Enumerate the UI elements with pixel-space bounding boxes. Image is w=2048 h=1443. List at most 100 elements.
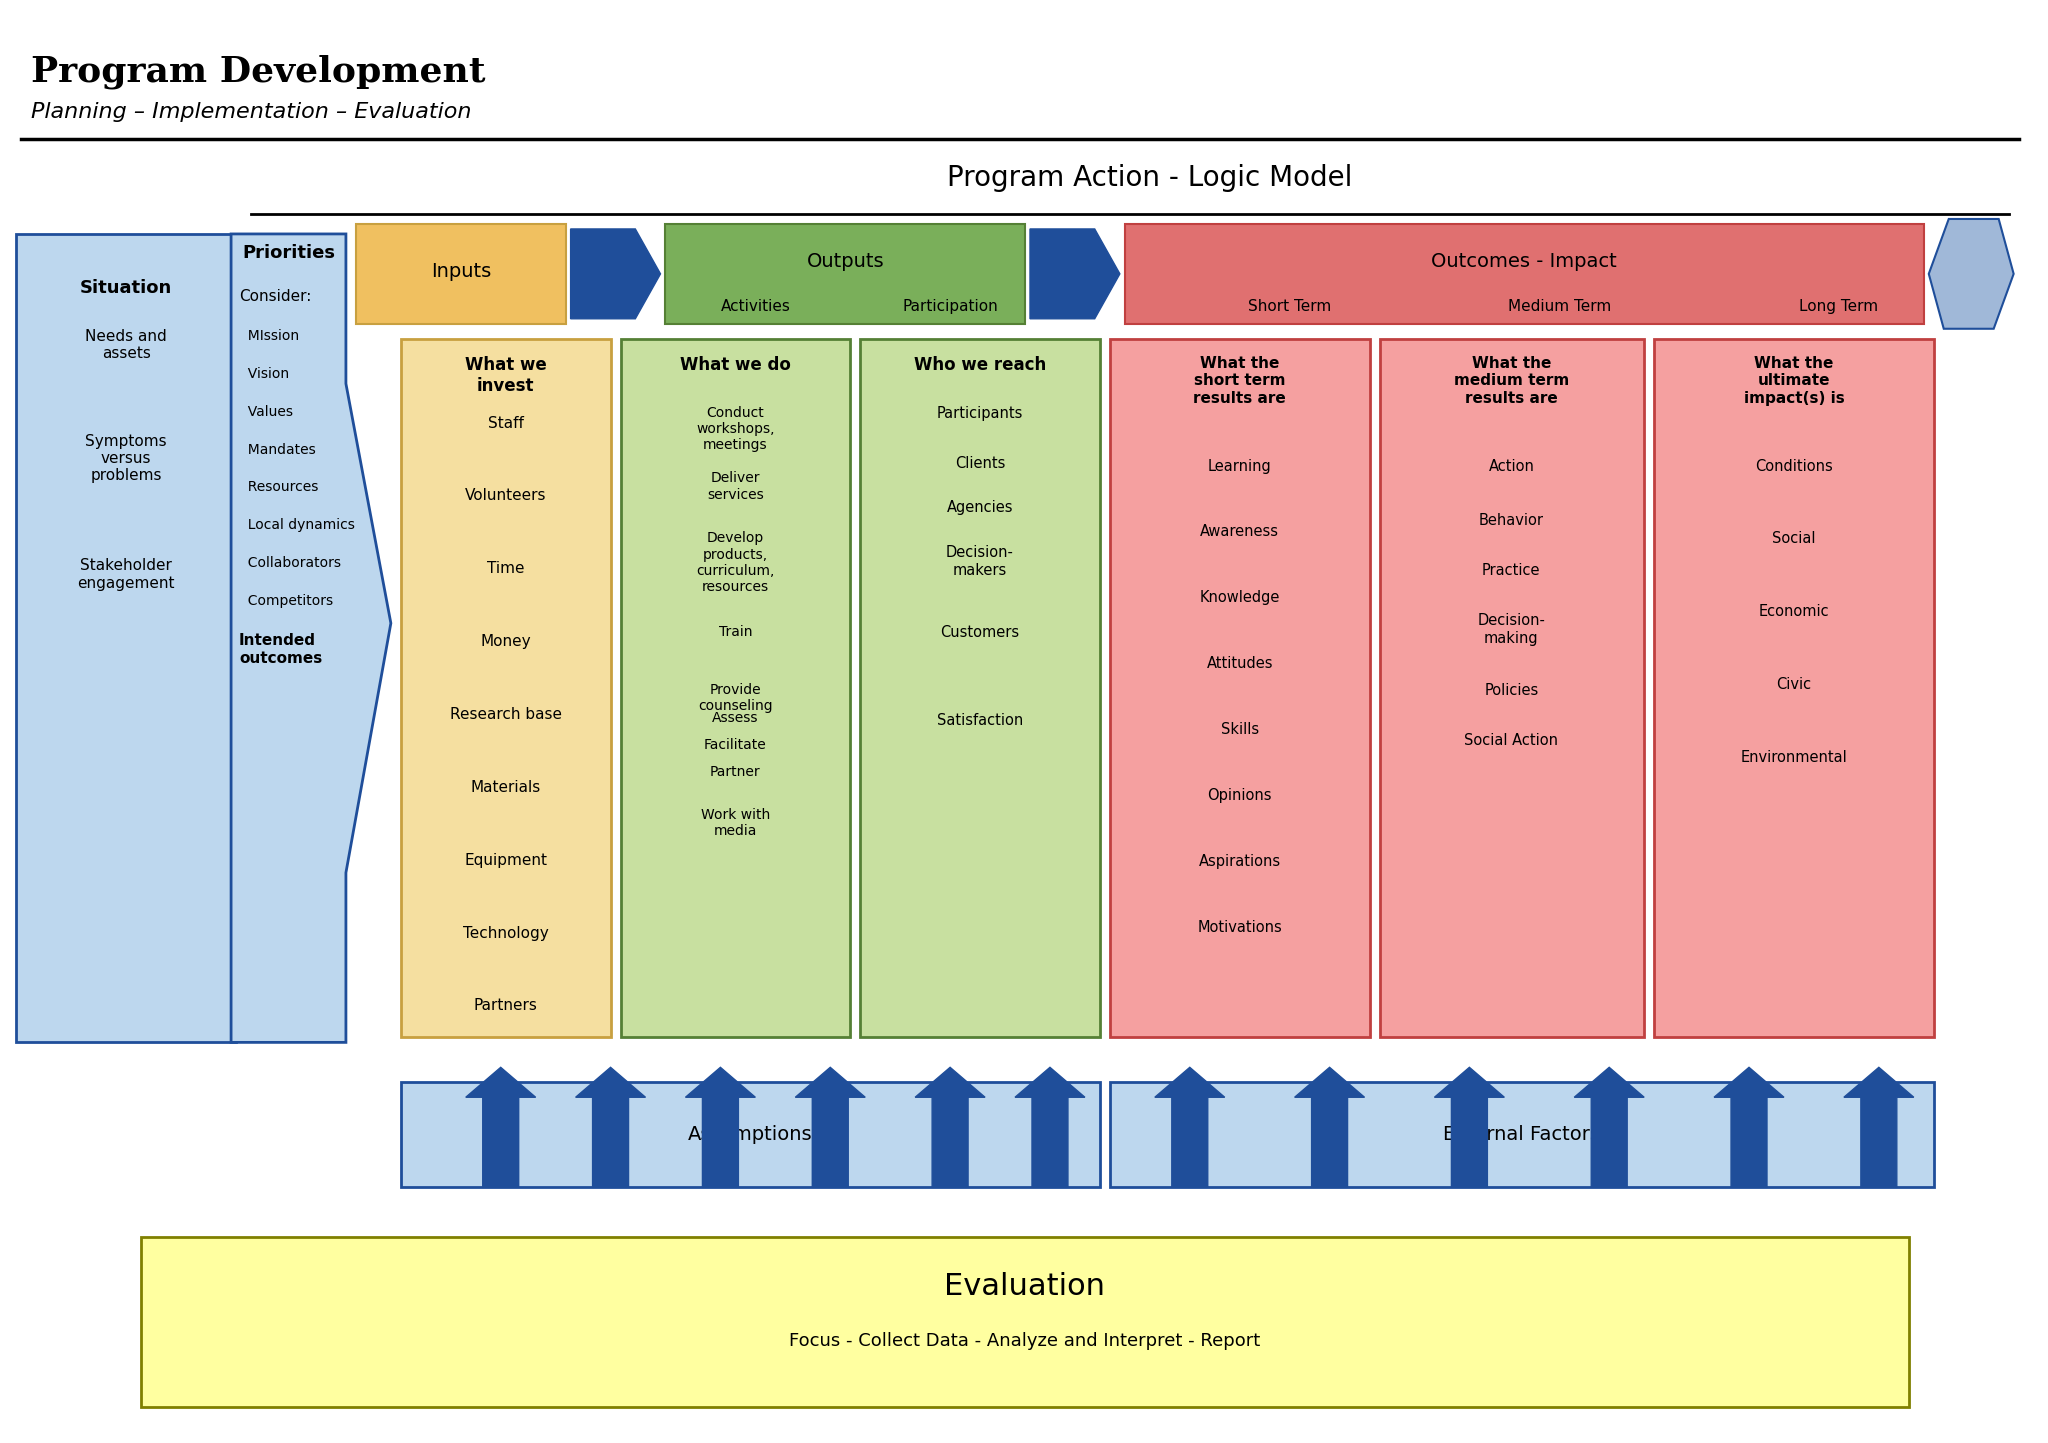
Polygon shape xyxy=(1714,1068,1784,1188)
Text: Consider:: Consider: xyxy=(240,289,311,304)
Text: Local dynamics: Local dynamics xyxy=(240,518,354,532)
Text: Action: Action xyxy=(1489,459,1534,473)
Polygon shape xyxy=(1016,1068,1085,1188)
Text: Priorities: Priorities xyxy=(242,244,336,263)
Text: Competitors: Competitors xyxy=(240,595,334,609)
Text: Customers: Customers xyxy=(940,625,1020,641)
FancyBboxPatch shape xyxy=(1655,339,1933,1038)
Text: Decision-
making: Decision- making xyxy=(1477,613,1546,645)
FancyBboxPatch shape xyxy=(356,224,565,323)
Text: Program Development: Program Development xyxy=(31,55,485,89)
Polygon shape xyxy=(231,234,391,1042)
Text: What we
invest: What we invest xyxy=(465,356,547,394)
FancyBboxPatch shape xyxy=(141,1237,1909,1407)
Text: Decision-
makers: Decision- makers xyxy=(946,545,1014,577)
Polygon shape xyxy=(1030,229,1120,319)
Text: Symptoms
versus
problems: Symptoms versus problems xyxy=(86,433,168,483)
Text: Research base: Research base xyxy=(451,707,561,722)
Text: Skills: Skills xyxy=(1221,722,1260,737)
Polygon shape xyxy=(1294,1068,1364,1188)
FancyBboxPatch shape xyxy=(1124,224,1923,323)
Polygon shape xyxy=(571,229,662,319)
Text: Materials: Materials xyxy=(471,779,541,795)
FancyBboxPatch shape xyxy=(666,224,1024,323)
Text: Program Action - Logic Model: Program Action - Logic Model xyxy=(946,165,1352,192)
FancyBboxPatch shape xyxy=(401,339,610,1038)
Polygon shape xyxy=(1155,1068,1225,1188)
Text: Environmental: Environmental xyxy=(1741,750,1847,765)
Text: Intended
outcomes: Intended outcomes xyxy=(240,633,322,665)
Text: Who we reach: Who we reach xyxy=(913,356,1047,374)
Text: Agencies: Agencies xyxy=(946,501,1014,515)
Text: Behavior: Behavior xyxy=(1479,514,1544,528)
Polygon shape xyxy=(575,1068,645,1188)
Text: Provide
counseling: Provide counseling xyxy=(698,683,772,713)
Text: What the
short term
results are: What the short term results are xyxy=(1194,356,1286,405)
Text: Collaborators: Collaborators xyxy=(240,557,342,570)
Text: Money: Money xyxy=(481,633,530,649)
Text: Practice: Practice xyxy=(1483,563,1540,579)
Text: Time: Time xyxy=(487,561,524,576)
FancyBboxPatch shape xyxy=(860,339,1100,1038)
Text: Evaluation: Evaluation xyxy=(944,1271,1106,1302)
Text: Awareness: Awareness xyxy=(1200,524,1280,540)
Text: Develop
products,
curriculum,
resources: Develop products, curriculum, resources xyxy=(696,531,774,595)
Text: Deliver
services: Deliver services xyxy=(707,472,764,502)
Text: Focus - Collect Data - Analyze and Interpret - Report: Focus - Collect Data - Analyze and Inter… xyxy=(788,1332,1262,1349)
Text: Medium Term: Medium Term xyxy=(1507,299,1612,315)
Text: Policies: Policies xyxy=(1485,683,1538,698)
Polygon shape xyxy=(686,1068,756,1188)
Text: Mandates: Mandates xyxy=(240,443,315,456)
Text: What the
ultimate
impact(s) is: What the ultimate impact(s) is xyxy=(1743,356,1845,405)
Text: Knowledge: Knowledge xyxy=(1200,590,1280,605)
FancyBboxPatch shape xyxy=(1380,339,1645,1038)
Text: Volunteers: Volunteers xyxy=(465,488,547,504)
Text: Inputs: Inputs xyxy=(430,263,492,281)
Text: Attitudes: Attitudes xyxy=(1206,657,1274,671)
Text: Assess: Assess xyxy=(713,711,758,724)
Text: Participation: Participation xyxy=(903,299,997,315)
Text: Train: Train xyxy=(719,625,752,639)
Text: Values: Values xyxy=(240,404,293,418)
FancyBboxPatch shape xyxy=(1110,339,1370,1038)
Text: Conduct
workshops,
meetings: Conduct workshops, meetings xyxy=(696,405,774,452)
Text: Equipment: Equipment xyxy=(465,853,547,867)
Text: Aspirations: Aspirations xyxy=(1198,854,1280,869)
Text: Civic: Civic xyxy=(1776,677,1812,693)
Text: Satisfaction: Satisfaction xyxy=(936,713,1024,729)
Text: Needs and
assets: Needs and assets xyxy=(86,329,168,361)
Text: Stakeholder
engagement: Stakeholder engagement xyxy=(78,558,174,590)
Text: Long Term: Long Term xyxy=(1800,299,1878,315)
Text: Learning: Learning xyxy=(1208,459,1272,473)
Text: Outcomes - Impact: Outcomes - Impact xyxy=(1432,253,1618,271)
Text: Social Action: Social Action xyxy=(1464,733,1559,747)
Text: What the
medium term
results are: What the medium term results are xyxy=(1454,356,1569,405)
FancyBboxPatch shape xyxy=(401,1082,1100,1188)
Text: Economic: Economic xyxy=(1759,605,1829,619)
Text: Conditions: Conditions xyxy=(1755,459,1833,473)
Text: Participants: Participants xyxy=(936,405,1024,420)
Polygon shape xyxy=(1434,1068,1505,1188)
Text: Partners: Partners xyxy=(473,999,539,1013)
Text: External Factors: External Factors xyxy=(1444,1124,1599,1144)
Polygon shape xyxy=(1929,219,2013,329)
Text: Technology: Technology xyxy=(463,925,549,941)
FancyBboxPatch shape xyxy=(621,339,850,1038)
Text: Social: Social xyxy=(1772,531,1817,547)
Text: Situation: Situation xyxy=(80,278,172,297)
Text: Clients: Clients xyxy=(954,456,1006,470)
Text: Vision: Vision xyxy=(240,367,289,381)
Text: Work with
media: Work with media xyxy=(700,808,770,838)
Text: Assumptions: Assumptions xyxy=(688,1124,813,1144)
Text: Resources: Resources xyxy=(240,481,317,495)
Text: Outputs: Outputs xyxy=(807,253,885,271)
Polygon shape xyxy=(795,1068,864,1188)
Text: Activities: Activities xyxy=(721,299,791,315)
Text: Facilitate: Facilitate xyxy=(705,737,766,752)
Text: Short Term: Short Term xyxy=(1247,299,1331,315)
FancyBboxPatch shape xyxy=(16,234,236,1042)
Text: Staff: Staff xyxy=(487,416,524,430)
Polygon shape xyxy=(1843,1068,1913,1188)
Polygon shape xyxy=(465,1068,537,1188)
Text: MIssion: MIssion xyxy=(240,329,299,343)
